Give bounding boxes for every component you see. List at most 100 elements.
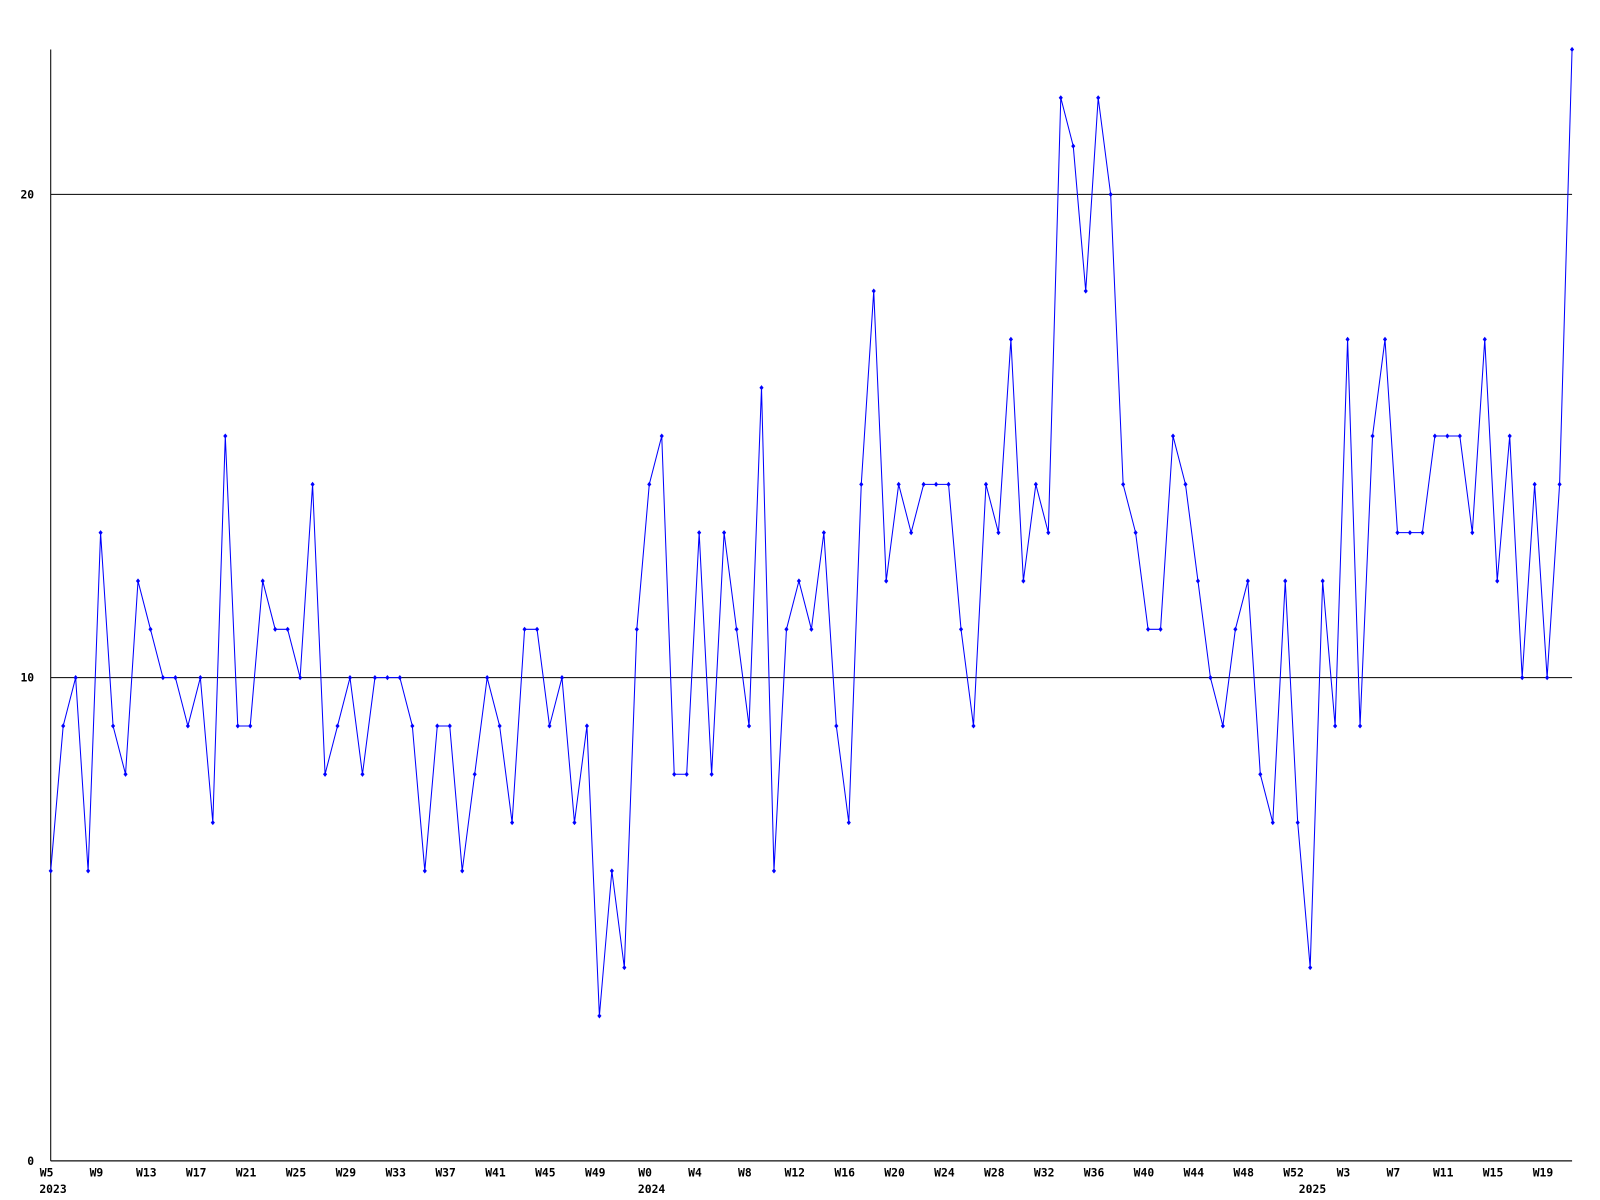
x-tick-label: W0 bbox=[638, 1165, 652, 1179]
point-marker bbox=[1520, 675, 1525, 681]
point-marker bbox=[1295, 820, 1300, 826]
point-marker bbox=[859, 481, 864, 487]
point-marker bbox=[1382, 336, 1388, 342]
point-marker bbox=[410, 723, 415, 729]
point-marker bbox=[1420, 530, 1425, 536]
point-marker bbox=[435, 723, 440, 729]
point-marker bbox=[584, 723, 589, 729]
point-marker bbox=[809, 626, 814, 632]
point-marker bbox=[559, 675, 565, 681]
point-marker bbox=[1208, 675, 1213, 681]
x-tick-label: W36 bbox=[1084, 1165, 1105, 1179]
point-marker bbox=[422, 868, 427, 874]
point-marker bbox=[1532, 481, 1537, 487]
x-tick-label: W19 bbox=[1533, 1165, 1554, 1179]
point-marker bbox=[110, 723, 116, 729]
point-marker bbox=[198, 675, 203, 681]
point-marker bbox=[1121, 481, 1126, 487]
point-marker bbox=[1457, 433, 1462, 439]
point-marker bbox=[821, 530, 826, 536]
point-marker bbox=[472, 771, 477, 777]
x-tick-label: W25 bbox=[286, 1165, 307, 1179]
point-marker bbox=[1096, 95, 1101, 101]
point-marker bbox=[98, 530, 103, 536]
point-marker bbox=[135, 578, 141, 584]
point-marker bbox=[1395, 530, 1400, 536]
point-marker bbox=[347, 675, 353, 681]
point-marker bbox=[834, 723, 839, 729]
x-tick-label: W48 bbox=[1233, 1165, 1254, 1179]
point-marker bbox=[1220, 723, 1225, 729]
point-marker bbox=[1432, 433, 1437, 439]
point-marker bbox=[946, 481, 951, 487]
point-marker bbox=[1033, 481, 1038, 487]
x-tick-label: W20 bbox=[884, 1165, 905, 1179]
point-marker bbox=[360, 771, 365, 777]
point-marker bbox=[235, 723, 240, 729]
point-marker bbox=[285, 626, 290, 632]
point-marker bbox=[771, 868, 777, 874]
point-marker bbox=[1270, 820, 1275, 826]
point-marker bbox=[1308, 964, 1313, 971]
x-tick-label: W9 bbox=[90, 1165, 104, 1179]
point-marker bbox=[971, 723, 976, 729]
point-marker bbox=[1158, 626, 1163, 632]
point-marker bbox=[1545, 675, 1550, 681]
x-tick-label: W11 bbox=[1433, 1165, 1454, 1179]
point-marker bbox=[173, 675, 178, 681]
point-marker bbox=[1146, 626, 1151, 632]
point-marker bbox=[996, 530, 1001, 536]
point-marker bbox=[983, 481, 989, 487]
y-tick-label: 0 bbox=[27, 1154, 34, 1168]
x-tick-label: W3 bbox=[1337, 1165, 1351, 1179]
x-tick-label: W15 bbox=[1483, 1165, 1504, 1179]
x-tick-label: W21 bbox=[236, 1165, 257, 1179]
point-marker bbox=[61, 723, 66, 729]
point-marker bbox=[485, 675, 490, 681]
point-marker bbox=[1245, 578, 1250, 584]
point-marker bbox=[185, 723, 190, 729]
x-tick-label: W37 bbox=[435, 1165, 456, 1179]
x-tick-label: W17 bbox=[186, 1165, 207, 1179]
point-marker bbox=[1046, 530, 1051, 536]
y-tick-label: 20 bbox=[20, 188, 34, 202]
x-tick-label: W41 bbox=[485, 1165, 506, 1179]
point-marker bbox=[622, 964, 627, 971]
point-marker bbox=[210, 820, 215, 826]
point-marker bbox=[86, 868, 91, 874]
point-marker bbox=[497, 723, 502, 729]
point-marker bbox=[1333, 723, 1338, 729]
point-marker bbox=[1133, 530, 1138, 536]
point-marker bbox=[447, 723, 452, 729]
point-marker bbox=[510, 820, 515, 826]
point-marker bbox=[934, 481, 939, 487]
point-marker bbox=[160, 675, 166, 681]
point-marker bbox=[1021, 578, 1026, 584]
point-marker bbox=[896, 481, 901, 487]
point-marker bbox=[248, 723, 253, 729]
point-marker bbox=[921, 481, 926, 487]
point-marker bbox=[1470, 530, 1475, 536]
point-marker bbox=[1320, 578, 1325, 584]
point-marker bbox=[298, 675, 303, 681]
point-marker bbox=[884, 578, 889, 584]
point-marker bbox=[1507, 433, 1512, 439]
x-tick-label: W49 bbox=[585, 1165, 606, 1179]
x-tick-label: W40 bbox=[1134, 1165, 1155, 1179]
x-tick-label: W33 bbox=[385, 1165, 406, 1179]
x-year-label: 2024 bbox=[638, 1182, 666, 1196]
point-marker bbox=[1357, 723, 1363, 729]
x-tick-label: W5 bbox=[40, 1165, 54, 1179]
point-marker bbox=[1283, 578, 1288, 584]
point-marker bbox=[846, 820, 851, 826]
point-marker bbox=[260, 578, 265, 584]
point-marker bbox=[1569, 46, 1575, 53]
point-marker bbox=[1370, 433, 1375, 439]
point-marker bbox=[223, 433, 228, 439]
point-marker bbox=[609, 868, 614, 874]
point-marker bbox=[697, 530, 702, 536]
point-marker bbox=[1482, 336, 1487, 342]
x-year-label: 2025 bbox=[1299, 1182, 1327, 1196]
point-marker bbox=[522, 626, 527, 632]
